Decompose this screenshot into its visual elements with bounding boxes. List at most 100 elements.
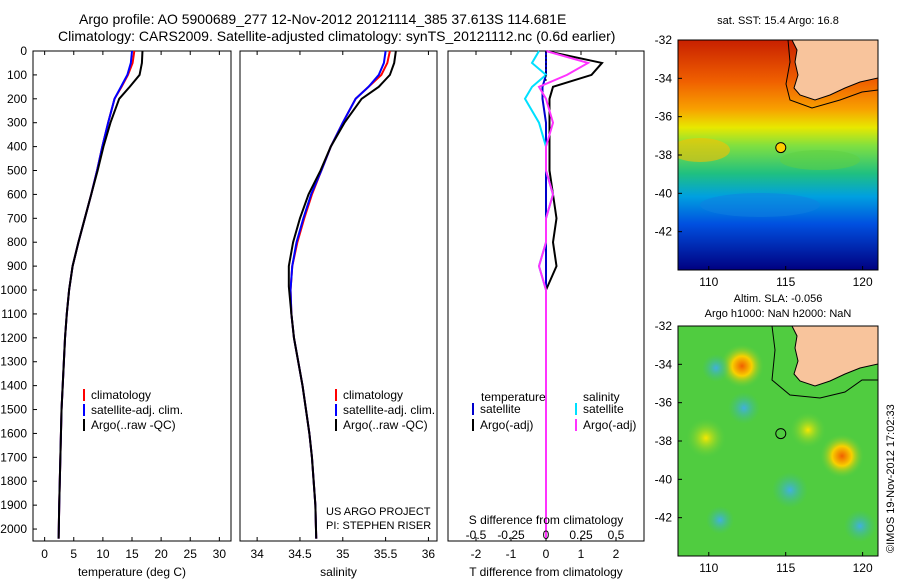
temperature-ytick-label: 2000 — [0, 522, 27, 536]
difference-legend-label: Argo(-adj) — [583, 418, 636, 432]
title-line-2: Climatology: CARS2009. Satellite-adjuste… — [58, 28, 616, 44]
temperature-ytick-label: 500 — [7, 164, 27, 178]
sla-anomalies — [686, 344, 876, 542]
temperature-xtick-label: 30 — [213, 547, 227, 561]
sst-map-title: sat. SST: 15.4 Argo: 16.8 — [717, 15, 839, 27]
sla-map-subtitle: Argo h1000: NaN h2000: NaN — [705, 308, 852, 320]
project-label: US ARGO PROJECT — [326, 506, 431, 518]
temperature-ytick-label: 1400 — [0, 379, 27, 393]
temperature-xlabel: temperature (deg C) — [78, 565, 186, 579]
salinity-legend-label: Argo(..raw -QC) — [343, 418, 428, 432]
difference-xtick-label: 2 — [613, 547, 620, 561]
temperature-legend-label: Argo(..raw -QC) — [91, 418, 176, 432]
salinity-xtick-label: 35.5 — [374, 547, 398, 561]
title-line-1: Argo profile: AO 5900689_277 12-Nov-2012… — [79, 11, 567, 27]
temperature-ytick-label: 700 — [7, 211, 27, 225]
sla_map-ytick-label: -36 — [655, 396, 673, 410]
sst-patches — [678, 138, 860, 217]
sla-land — [791, 326, 878, 387]
argo-float-marker-sla — [775, 428, 787, 440]
temperature-ytick-label: 1100 — [1, 307, 27, 321]
difference-s-tick-label: 0.25 — [569, 528, 593, 542]
pi-label: PI: STEPHEN RISER — [326, 520, 431, 532]
difference-s-tick-label: 0.5 — [608, 528, 625, 542]
sst_map-ytick-label: -34 — [655, 71, 673, 85]
temperature-ytick-label: 1000 — [0, 283, 27, 297]
difference-s-tick-label: 0 — [543, 528, 550, 542]
sst_map-xtick-label: 110 — [699, 275, 718, 289]
temperature-ytick-label: 1700 — [0, 450, 27, 464]
sst_map-ytick-label: -32 — [655, 33, 673, 47]
sla-map-title: Altim. SLA: -0.056 — [734, 293, 823, 305]
imos-timestamp: ©IMOS 19-Nov-2012 17:02:33 — [885, 404, 897, 553]
temperature-xtick-label: 0 — [41, 547, 48, 561]
difference-panel: -2 -1 0 1 2 T difference from climatology temp… — [447, 50, 645, 579]
sla_map-ytick-label: -34 — [655, 357, 673, 371]
difference-legend-label: satellite — [583, 402, 624, 416]
salinity-xtick-label: 36 — [422, 547, 436, 561]
sla-shelf-contour — [771, 326, 878, 399]
temperature-xtick-label: 10 — [96, 547, 110, 561]
sla_map-ytick-label: -32 — [655, 319, 673, 333]
temperature-ytick-label: 600 — [7, 187, 27, 201]
difference-legend-temperature-title: temperature — [481, 390, 546, 404]
temperature-legend-label: climatology — [91, 388, 151, 402]
temperature-ytick-label: 400 — [7, 140, 27, 154]
sst_map-ytick-label: -38 — [655, 148, 673, 162]
temperature-ytick-label: 1600 — [0, 426, 27, 440]
sla_map-ytick-label: -42 — [655, 511, 673, 525]
difference-legend-label: satellite — [480, 402, 521, 416]
sla_map-ytick-label: -40 — [655, 472, 673, 486]
sst-axes: 110 115 120 -32 -34 -36 -38 -40 -42 — [655, 33, 873, 289]
temperature-ytick-label: 1800 — [0, 474, 27, 488]
temperature-ytick-label: 100 — [7, 68, 27, 82]
salinity-panel: 34 34.5 35 35.5 36 salinity climatologysatelli… — [239, 50, 438, 579]
temperature-legend-label: satellite-adj. clim. — [91, 403, 183, 417]
temperature-xtick-label: 5 — [70, 547, 77, 561]
difference-xlabel-top: S difference from climatology — [469, 513, 624, 527]
salinity-legend-label: satellite-adj. clim. — [343, 403, 435, 417]
temperature-ytick-label: 1200 — [0, 331, 27, 345]
temperature-ytick-label: 0 — [20, 44, 27, 58]
temperature-ytick-label: 900 — [7, 259, 27, 273]
temperature-xtick-label: 15 — [125, 547, 139, 561]
temperature-ytick-label: 800 — [7, 235, 27, 249]
difference-xtick-label: 0 — [543, 547, 550, 561]
sst_map-ytick-label: -42 — [655, 225, 673, 239]
temperature-series-2 — [57, 50, 144, 539]
profile-panels: 0 5 10 15 20 25 300100200300400500600700800900… — [0, 44, 645, 579]
sla_map-xtick-label: 120 — [853, 561, 873, 575]
sst-shelf-contour — [785, 40, 878, 109]
temperature-xtick-label: 25 — [184, 547, 198, 561]
difference-xtick-label: -1 — [506, 547, 517, 561]
sst_map-xtick-label: 120 — [853, 275, 873, 289]
sla_map-xtick-label: 110 — [699, 561, 718, 575]
salinity-legend-label: climatology — [343, 388, 403, 402]
temperature-ytick-label: 1900 — [0, 498, 27, 512]
difference-xtick-label: 1 — [578, 547, 585, 561]
salinity-series-2 — [287, 50, 397, 539]
salinity-xtick-label: 35 — [336, 547, 350, 561]
salinity-xlabel: salinity — [320, 565, 357, 579]
difference-xlabel: T difference from climatology — [469, 565, 623, 579]
argo-float-marker-sst — [775, 142, 787, 154]
temperature-panel: 0 5 10 15 20 25 300100200300400500600700800900… — [0, 44, 232, 579]
temperature-ytick-label: 300 — [7, 116, 27, 130]
difference-legend-salinity-title: salinity — [583, 390, 620, 404]
sst_map-ytick-label: -36 — [655, 110, 673, 124]
difference-s-tick-label: -0.5 — [466, 528, 487, 542]
sla_map-ytick-label: -38 — [655, 434, 673, 448]
sst-map: sat. SST: 15.4 Argo: 16.8 110 115 120 -32 -3… — [655, 15, 879, 289]
sla-map: Altim. SLA: -0.056 Argo h1000: NaN h2000… — [655, 293, 879, 575]
salinity-xtick-label: 34.5 — [288, 547, 312, 561]
difference-legend-label: Argo(-adj) — [480, 418, 533, 432]
difference-s-tick-label: -0.25 — [497, 528, 525, 542]
sst_map-xtick-label: 115 — [776, 275, 795, 289]
temperature-ytick-label: 1500 — [0, 403, 27, 417]
difference-xtick-label: -2 — [471, 547, 482, 561]
temperature-ytick-label: 200 — [7, 92, 27, 106]
temperature-xtick-label: 20 — [154, 547, 168, 561]
temperature-frame — [32, 50, 232, 542]
salinity-frame — [239, 50, 438, 542]
